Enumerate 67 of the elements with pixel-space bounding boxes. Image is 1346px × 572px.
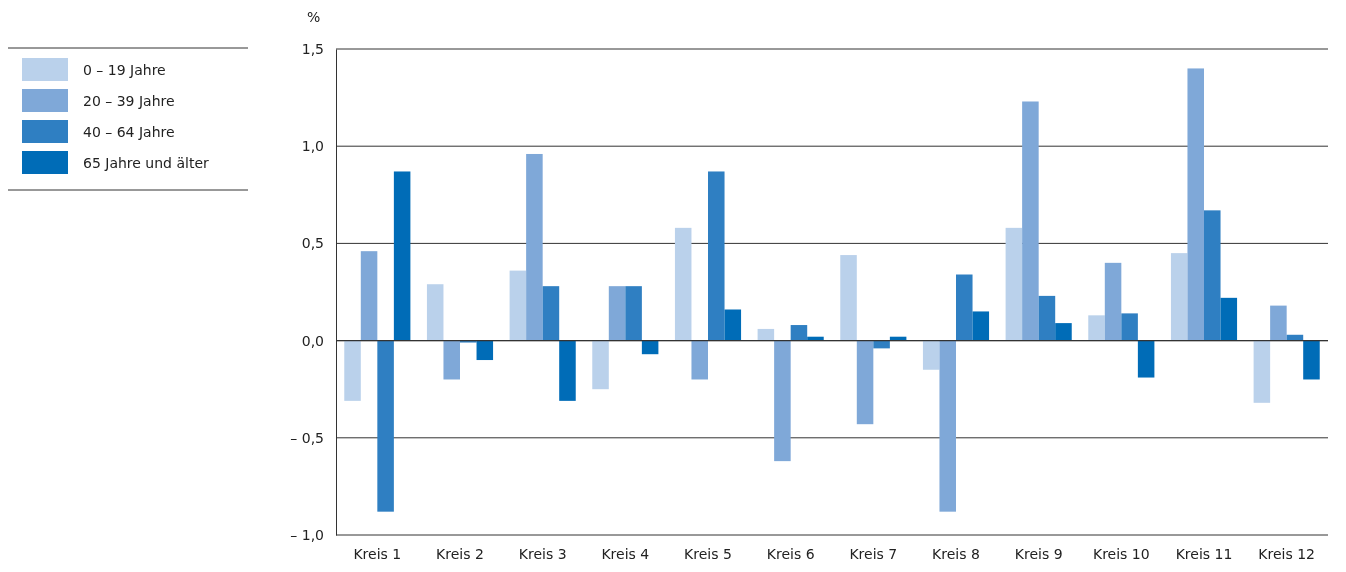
bar: [426, 284, 444, 341]
y-axis-title: %: [307, 9, 321, 25]
legend-label: 20 – 39 Jahre: [83, 93, 175, 109]
bar: [873, 340, 890, 349]
bar: [1005, 227, 1023, 341]
bar: [1204, 210, 1221, 341]
bar: [1022, 101, 1039, 341]
bar: [1270, 305, 1287, 341]
x-tick-label: Kreis 3: [518, 545, 567, 562]
x-tick-label: Kreis 8: [932, 545, 980, 562]
bar: [1220, 297, 1238, 341]
bar: [1104, 262, 1122, 341]
x-tick-label: Kreis 2: [436, 545, 484, 562]
y-tick-label: – 1,0: [290, 526, 324, 543]
bar: [559, 340, 576, 401]
bar: [592, 340, 609, 390]
bar: [344, 340, 361, 401]
bar: [790, 325, 808, 341]
legend-label: 65 Jahre und älter: [83, 155, 210, 171]
legend-label: 40 – 64 Jahre: [83, 124, 175, 140]
bar: [674, 227, 692, 341]
x-tick-label: Kreis 6: [766, 545, 815, 562]
bar: [526, 153, 543, 341]
x-tick-label: Kreis 4: [601, 545, 650, 562]
bar: [377, 340, 394, 512]
bar: [542, 286, 560, 341]
bar: [757, 328, 775, 341]
x-tick-label: Kreis 7: [849, 545, 898, 562]
x-tick-label: Kreis 1: [353, 545, 402, 562]
bar: [724, 309, 742, 341]
x-tick-label: Kreis 11: [1175, 545, 1233, 562]
bar: [708, 171, 725, 341]
y-tick-label: 0,5: [301, 235, 324, 252]
legend-label: 0 – 19 Jahre: [83, 62, 166, 78]
y-tick-label: – 0,5: [290, 429, 324, 446]
bar: [972, 311, 990, 341]
bar: [1253, 340, 1271, 403]
bar: [625, 286, 642, 341]
bar: [1038, 295, 1056, 341]
x-tick-label: Kreis 5: [684, 545, 732, 562]
y-tick-label: 1,5: [301, 40, 324, 57]
bar: [1170, 253, 1188, 341]
bar: [691, 340, 708, 380]
bar: [840, 255, 857, 341]
bar: [1187, 68, 1204, 341]
bar: [443, 340, 460, 380]
bar: [476, 340, 494, 361]
bar: [922, 340, 940, 370]
bar: [1121, 313, 1138, 341]
bar: [856, 340, 874, 425]
bar: [393, 171, 411, 341]
bar: [1055, 323, 1072, 341]
bar: [956, 274, 973, 341]
bar: [509, 270, 527, 341]
bar: [1137, 340, 1155, 378]
bar: [1088, 315, 1105, 341]
bar: [608, 286, 626, 341]
x-tick-label: Kreis 10: [1092, 545, 1150, 562]
y-tick-label: 0,0: [301, 332, 324, 349]
bar: [360, 251, 378, 341]
bar: [641, 340, 659, 355]
bar: [1303, 340, 1320, 380]
bar: [774, 340, 791, 462]
x-tick-label: Kreis 9: [1014, 545, 1063, 562]
bar: [939, 340, 956, 512]
y-tick-label: 1,0: [301, 138, 324, 155]
x-tick-label: Kreis 12: [1258, 545, 1316, 562]
